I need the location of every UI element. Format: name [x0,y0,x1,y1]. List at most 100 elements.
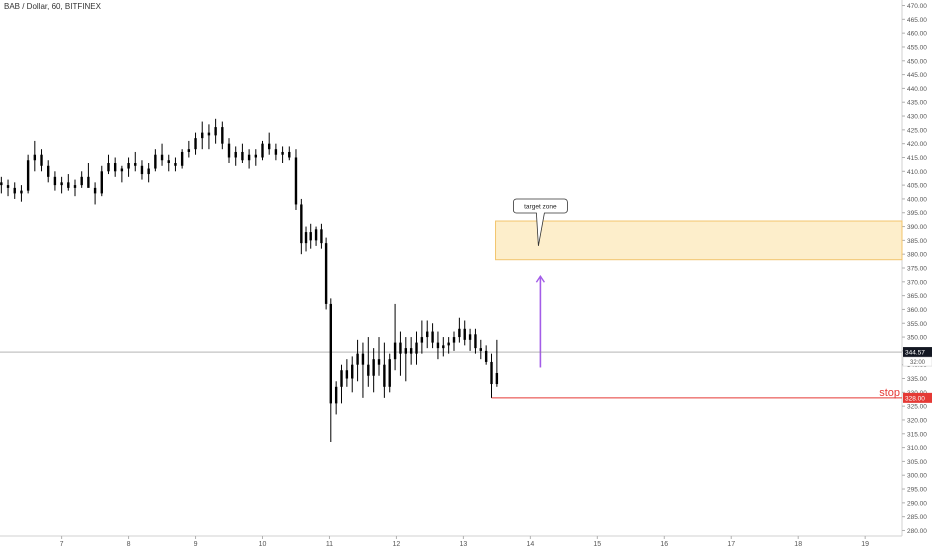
candle[interactable] [120,165,124,183]
candle[interactable] [40,149,43,172]
candle[interactable] [180,149,184,169]
candle[interactable] [340,364,343,404]
candle-body [93,187,97,194]
candle[interactable] [399,331,402,376]
candle[interactable] [294,149,298,210]
candle[interactable] [227,138,231,164]
candle-body [107,163,110,172]
candle[interactable] [404,337,407,382]
candle-body [388,359,391,387]
candle[interactable] [314,226,318,246]
candle[interactable] [463,320,466,346]
candle[interactable] [107,154,110,175]
candle-body [377,359,381,365]
candle[interactable] [383,342,386,398]
candle[interactable] [329,298,333,443]
candle[interactable] [436,331,440,360]
candle[interactable] [458,317,461,343]
candle[interactable] [393,303,397,371]
candle[interactable] [13,182,16,199]
candle[interactable] [345,359,349,387]
candle-body [320,229,323,244]
candle[interactable] [26,154,30,194]
candle[interactable] [201,121,204,150]
up-arrow-head[interactable] [535,275,545,283]
candle[interactable] [351,356,354,393]
candle[interactable] [127,157,130,177]
candle[interactable] [67,174,70,191]
candle[interactable] [154,149,157,172]
target-zone-callout[interactable] [512,198,568,246]
candle[interactable] [309,223,312,249]
candle[interactable] [274,143,278,161]
candle[interactable] [490,353,493,398]
candle[interactable] [134,151,137,172]
candle[interactable] [93,182,97,205]
candle[interactable] [234,146,237,166]
candle[interactable] [100,165,103,197]
y-tick-label: 350.00 [907,335,927,342]
candle[interactable] [442,337,445,357]
candle[interactable] [267,132,271,155]
candle[interactable] [160,143,164,166]
candle[interactable] [304,226,308,252]
candle[interactable] [53,171,57,191]
candle[interactable] [388,353,391,393]
candle[interactable] [33,140,37,172]
candle[interactable] [479,339,482,360]
candle[interactable] [426,320,429,349]
candle[interactable] [361,342,365,398]
candle[interactable] [87,163,90,188]
candle[interactable] [80,171,83,188]
candle[interactable] [140,160,144,180]
candle[interactable] [0,176,3,194]
candle[interactable] [495,339,499,387]
candle[interactable] [6,179,10,197]
candle[interactable] [174,157,177,172]
candle[interactable] [241,143,244,164]
candle-body [227,143,231,158]
candle[interactable] [447,337,450,354]
candle[interactable] [334,381,338,415]
candle[interactable] [247,149,251,169]
candle[interactable] [147,163,150,183]
candle-body [468,334,472,340]
x-tick-label: 9 [194,541,198,548]
candle[interactable] [367,337,370,387]
candle[interactable] [73,179,77,197]
candle[interactable] [431,323,434,349]
candle[interactable] [452,331,456,351]
y-tick-label: 405.00 [907,183,927,190]
candle[interactable] [324,237,328,310]
candle[interactable] [47,160,50,183]
candle[interactable] [60,176,63,194]
candle[interactable] [356,339,359,382]
candle[interactable] [261,140,264,161]
candle[interactable] [484,345,488,365]
candle[interactable] [113,157,117,177]
y-tick-label: 295.00 [907,487,927,494]
candle[interactable] [372,348,375,393]
candle[interactable] [167,154,170,172]
candle-body [207,132,211,136]
candle[interactable] [288,146,291,161]
candle[interactable] [415,331,418,365]
candle-body [420,337,424,343]
candle[interactable] [320,223,323,249]
candle[interactable] [187,140,191,158]
candle[interactable] [409,337,413,365]
candle[interactable] [468,328,472,351]
candle[interactable] [420,320,424,354]
target-zone-box[interactable] [495,220,903,261]
candle[interactable] [221,121,224,150]
candle[interactable] [207,124,211,150]
candle[interactable] [20,185,23,202]
candle[interactable] [281,146,284,164]
candle[interactable] [254,149,258,166]
candle[interactable] [214,118,217,144]
candle[interactable] [474,328,477,354]
candle[interactable] [194,132,197,155]
candle[interactable] [300,198,303,255]
candle[interactable] [377,337,381,376]
